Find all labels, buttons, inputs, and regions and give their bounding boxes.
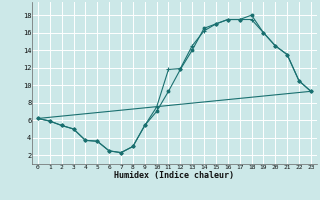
X-axis label: Humidex (Indice chaleur): Humidex (Indice chaleur) xyxy=(115,171,234,180)
